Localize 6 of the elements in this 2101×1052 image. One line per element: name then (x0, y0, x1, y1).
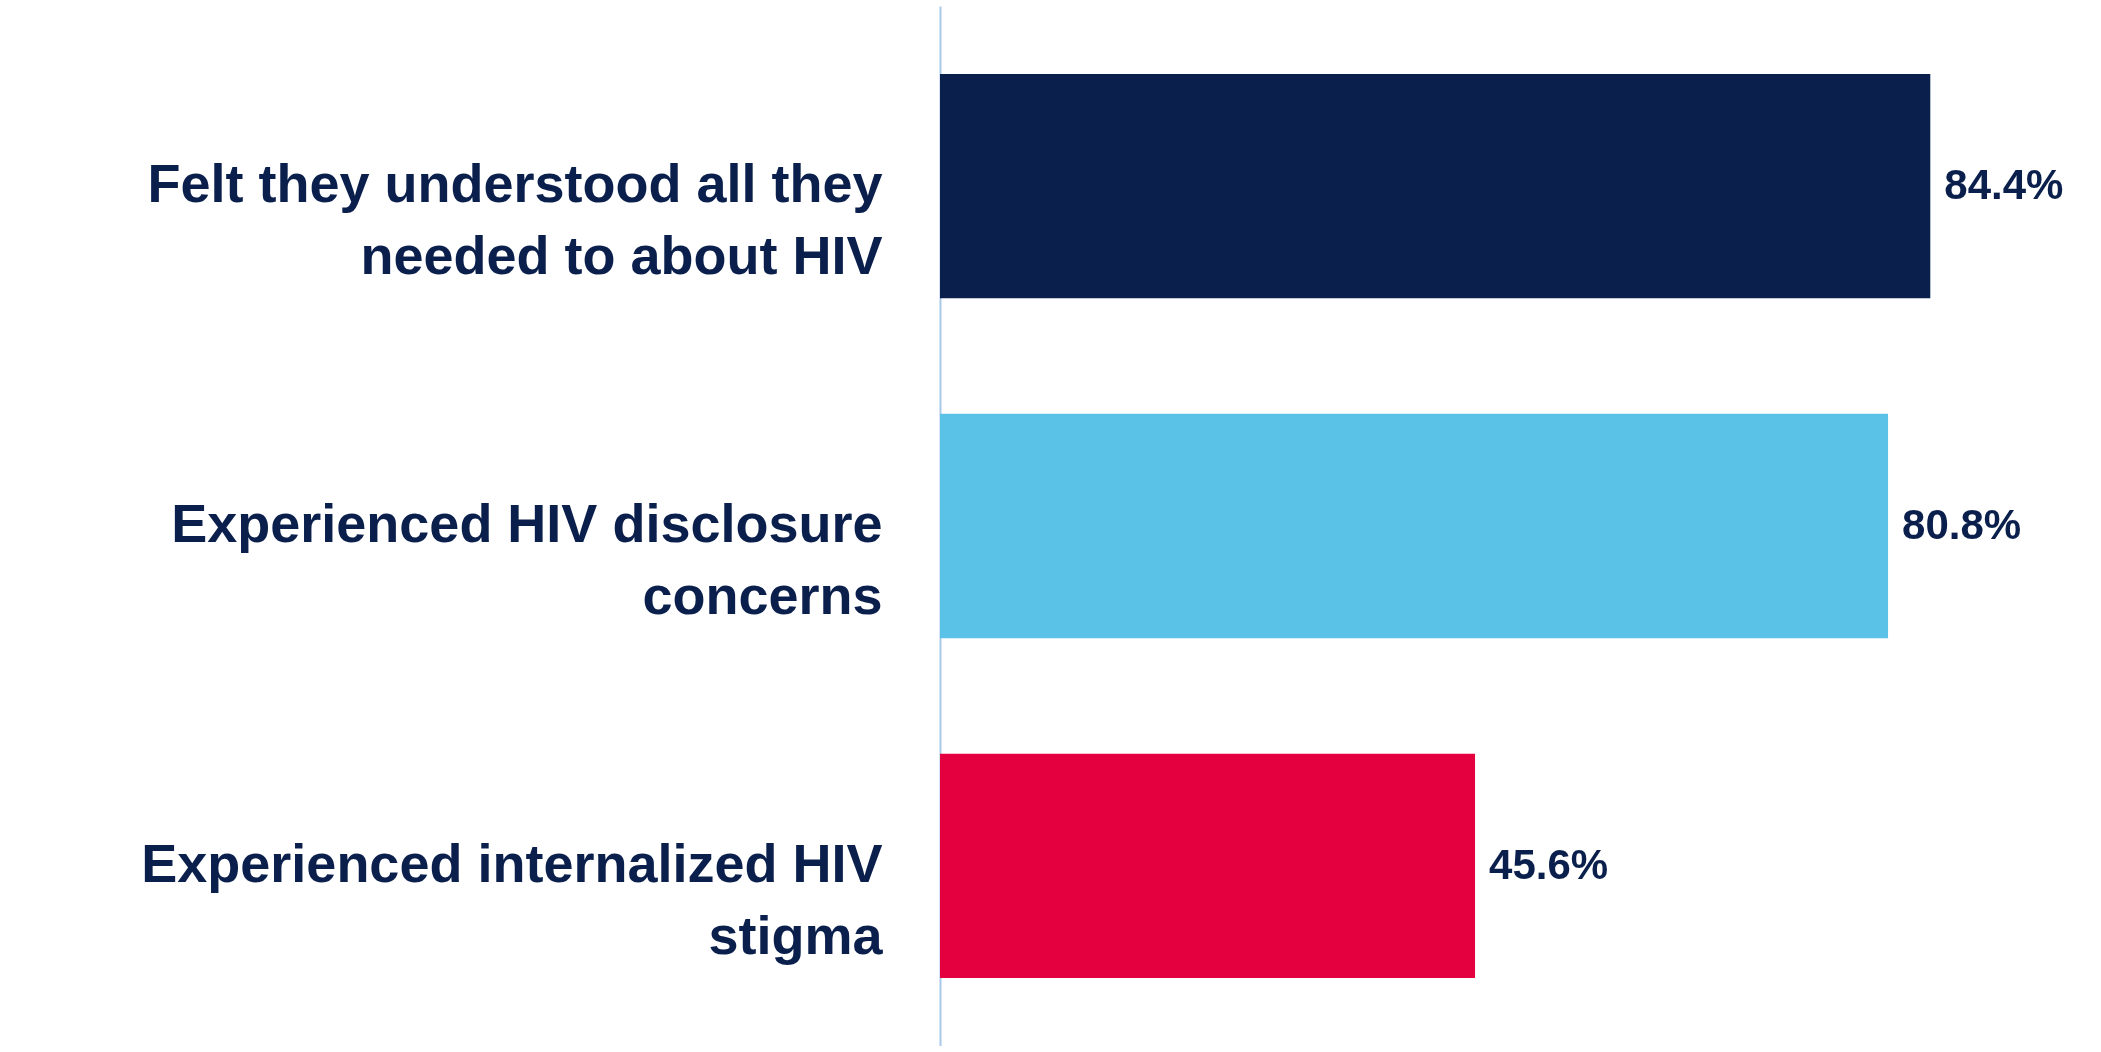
y-tick-label: Felt they understood all they needed to about HIV (147, 153, 883, 286)
y-tick-label: Experienced internalized HIV stigma (141, 832, 884, 965)
data-label: 84.4% (1944, 161, 2064, 209)
data-label: 45.6% (1489, 840, 1609, 888)
data-label: 80.8% (1902, 501, 2022, 548)
y-tick-label: Experienced HIV disclosure concerns (171, 493, 883, 625)
